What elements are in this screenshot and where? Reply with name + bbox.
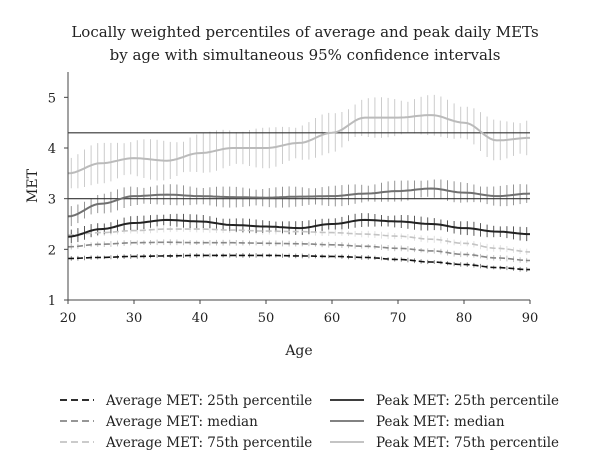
y-axis-title: MET [25,168,41,203]
series-line [67,218,530,238]
plot-area [67,94,531,272]
x-tick-label: 20 [60,311,77,326]
series-line [68,228,531,253]
legend: Average MET: 25th percentile Average MET:… [60,393,559,451]
y-tick-label: 2 [48,243,56,258]
legend-label: Average MET: 25th percentile [105,393,312,409]
y-tick-label: 3 [48,193,56,208]
reference-lines [68,132,530,200]
y-ticks: 1 2 3 4 5 [48,91,68,309]
x-tick-label: 60 [324,311,341,326]
legend-label: Peak MET: 75th percentile [376,435,559,451]
x-tick-label: 30 [126,311,143,326]
x-tick-label: 90 [522,311,539,326]
axes [67,72,530,301]
series-line [67,254,530,271]
y-tick-label: 1 [48,294,56,309]
series-line [67,241,531,262]
series-line [67,187,531,218]
x-ticks: 20 30 40 50 60 70 80 90 [60,300,539,326]
x-tick-label: 50 [258,311,275,326]
legend-label: Peak MET: median [376,414,505,430]
x-tick-label: 80 [456,311,473,326]
legend-label: Average MET: 75th percentile [105,435,312,451]
x-tick-label: 70 [390,311,407,326]
x-tick-label: 40 [192,311,209,326]
y-tick-label: 4 [48,142,56,157]
series-line [67,114,530,175]
legend-label: Peak MET: 25th percentile [376,393,559,409]
x-axis-title: Age [284,343,312,359]
series-lines [67,114,531,271]
y-tick-label: 5 [48,91,56,106]
chart-title-line-2: by age with simultaneous 95% confidence … [110,46,501,64]
chart-title-line-1: Locally weighted percentiles of average … [71,23,538,41]
legend-label: Average MET: median [105,414,258,430]
